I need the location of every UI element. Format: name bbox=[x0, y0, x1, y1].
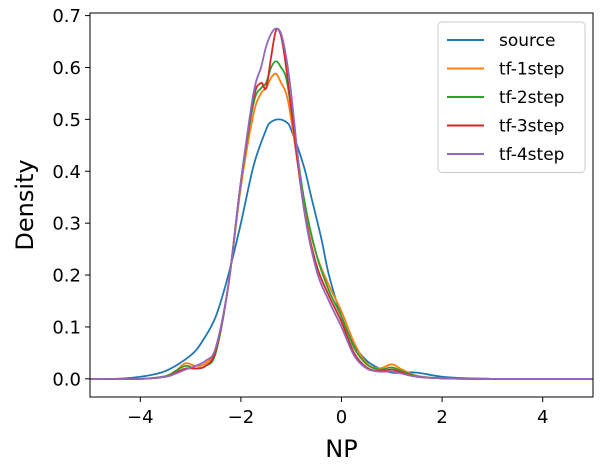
legend-box bbox=[437, 21, 586, 173]
y-tick-label: 0.7 bbox=[52, 6, 81, 27]
series-line-tf-4step bbox=[90, 27, 593, 380]
y-tick-label: 0.0 bbox=[52, 369, 81, 390]
series-line-source bbox=[90, 118, 593, 380]
y-tick-label: 0.1 bbox=[52, 317, 81, 338]
x-tick-label: 4 bbox=[537, 407, 548, 428]
x-axis-label: NP bbox=[325, 435, 357, 463]
y-tick-label: 0.5 bbox=[52, 110, 81, 131]
y-tick-label: 0.3 bbox=[52, 214, 81, 235]
x-tick-label: −4 bbox=[127, 407, 154, 428]
x-tick-label: 2 bbox=[436, 407, 447, 428]
plot-lines bbox=[90, 27, 593, 380]
x-tick-label: −2 bbox=[228, 407, 255, 428]
legend-label-source: source bbox=[499, 31, 555, 51]
y-tick-label: 0.6 bbox=[52, 58, 81, 79]
legend-label-tf-3step: tf-3step bbox=[499, 117, 564, 137]
legend-label-tf-1step: tf-1step bbox=[499, 60, 564, 80]
x-tick-label: 0 bbox=[336, 407, 347, 428]
y-axis-label: Density bbox=[11, 159, 39, 250]
legend-label-tf-4step: tf-4step bbox=[499, 145, 564, 165]
x-axis: −4 −2 0 2 4 bbox=[127, 397, 548, 428]
y-tick-label: 0.4 bbox=[52, 162, 81, 183]
y-axis: 0.0 0.1 0.2 0.3 0.4 0.5 0.6 0.7 bbox=[52, 6, 90, 390]
y-tick-label: 0.2 bbox=[52, 266, 81, 287]
legend-label-tf-2step: tf-2step bbox=[499, 88, 564, 108]
legend: source tf-1step tf-2step tf-3step tf-4step bbox=[437, 21, 586, 173]
